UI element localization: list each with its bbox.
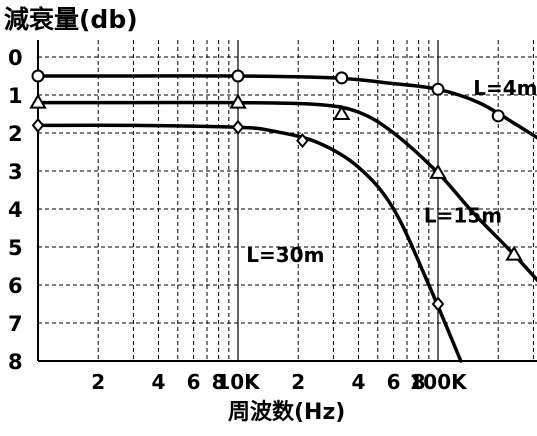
- circle-marker: [335, 71, 349, 85]
- circle-marker: [31, 69, 45, 83]
- x-tick-label: 8: [212, 370, 226, 394]
- diamond-marker: [296, 133, 309, 149]
- triangle-marker: [505, 245, 523, 261]
- y-tick-label: 4: [8, 198, 23, 222]
- x-axis-title: 周波数(Hz): [228, 399, 345, 425]
- triangle-marker: [29, 93, 47, 109]
- x-tick-label: 100K: [409, 370, 468, 394]
- circle-marker: [231, 69, 245, 83]
- y-tick-label: 5: [8, 236, 23, 260]
- y-tick-label: 2: [8, 122, 23, 146]
- series-line: [36, 123, 463, 363]
- x-tick-label: 6: [187, 370, 201, 394]
- diamond-marker: [431, 296, 445, 312]
- tick-labels: 012345678246810K2468100K4: [8, 46, 468, 394]
- y-tick-label: 1: [8, 84, 23, 108]
- x-tick-label: 10K: [216, 370, 261, 394]
- x-tick-label: 6: [387, 370, 401, 394]
- y-tick-label: 7: [8, 312, 23, 336]
- y-tick-label: 8: [8, 350, 23, 374]
- series-label: L=4m: [473, 76, 537, 100]
- series-group: L=4m L=15m L=30m: [29, 69, 537, 363]
- diamond-marker: [231, 119, 245, 135]
- triangle-marker: [332, 105, 351, 120]
- y-tick-label: 6: [8, 274, 23, 298]
- y-tick-label: 0: [8, 46, 23, 70]
- x-tick-label: 8: [412, 370, 426, 394]
- x-tick-label: 2: [291, 370, 305, 394]
- circle-marker: [491, 109, 505, 123]
- y-tick-label: 3: [8, 160, 23, 184]
- series-line: [36, 100, 537, 283]
- x-tick-label: 2: [91, 370, 105, 394]
- x-tick-label: 4: [151, 370, 165, 394]
- triangle-marker: [229, 93, 247, 109]
- series-line: [36, 74, 537, 140]
- series-label: L=30m: [246, 243, 324, 267]
- y-axis-title: 減衰量(db): [4, 5, 138, 34]
- triangle-marker: [429, 163, 447, 179]
- diamond-marker: [31, 117, 45, 133]
- circle-marker: [431, 82, 445, 96]
- x-tick-label: 4: [351, 370, 365, 394]
- series-label: L=15m: [424, 203, 502, 227]
- grid: [38, 40, 537, 362]
